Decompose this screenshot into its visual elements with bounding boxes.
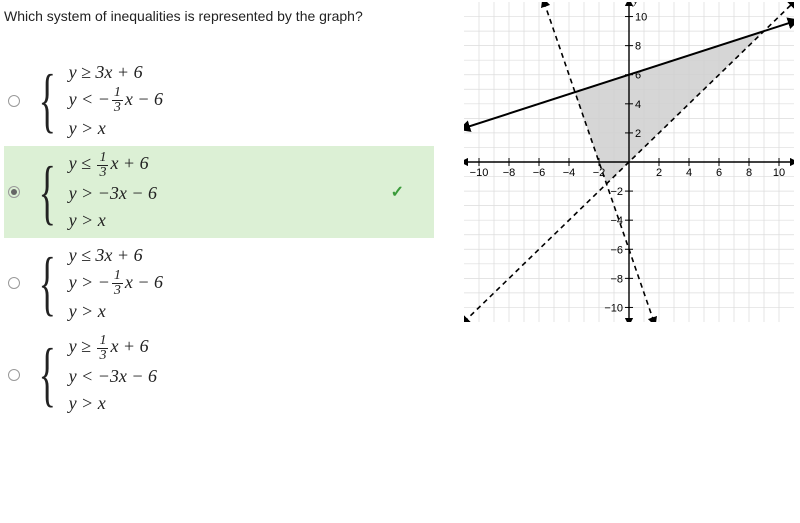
question-text: Which system of inequalities is represen… [4,8,363,24]
equation-row: y > x [69,298,163,325]
equation-set: y ≤ 3x + 6y > −13x − 6y > x [69,242,163,325]
equation-row: y ≥ 13x + 6 [69,333,157,362]
equation-row: y > −13x − 6 [69,269,163,298]
answer-option[interactable]: {y ≥ 3x + 6y < −13x − 6y > x [4,55,434,146]
svg-text:6: 6 [716,167,722,179]
svg-text:8: 8 [746,167,752,179]
equation-set: y ≥ 13x + 6y < −3x − 6y > x [69,333,157,416]
answer-option[interactable]: {y ≤ 13x + 6y > −3x − 6y > x✓ [4,146,434,237]
equation-row: y < −13x − 6 [69,86,163,115]
svg-text:−6: −6 [533,167,546,179]
svg-text:4: 4 [686,167,692,179]
equation-row: y ≤ 13x + 6 [69,150,157,179]
svg-text:−4: −4 [563,167,576,179]
svg-text:−8: −8 [503,167,516,179]
svg-text:−8: −8 [610,273,623,285]
brace-icon: { [39,342,56,407]
equation-row: y > x [69,390,157,417]
svg-text:2: 2 [656,167,662,179]
svg-text:−10: −10 [470,167,489,179]
brace-icon: { [39,68,56,133]
answer-option[interactable]: {y ≥ 13x + 6y < −3x − 6y > x [4,329,434,420]
equation-row: y ≤ 3x + 6 [69,242,163,269]
svg-text:4: 4 [635,99,641,111]
brace-icon: { [39,160,56,225]
radio-button[interactable] [8,277,20,289]
equation-row: y > −3x − 6 [69,180,157,207]
radio-button[interactable] [8,186,20,198]
equation-set: y ≤ 13x + 6y > −3x − 6y > x [69,150,157,233]
answer-option[interactable]: {y ≤ 3x + 6y > −13x − 6y > x [4,238,434,329]
checkmark-icon: ✓ [391,182,404,202]
svg-text:10: 10 [635,12,647,24]
svg-text:−6: −6 [610,244,623,256]
brace-icon: { [39,251,56,316]
equation-row: y < −3x − 6 [69,363,157,390]
inequality-graph: −10−8−6−4−2246810−10−8−6−4−2246810xy [464,2,794,322]
svg-text:10: 10 [773,167,785,179]
svg-text:2: 2 [635,128,641,140]
svg-text:−10: −10 [604,302,623,314]
equation-row: y > x [69,207,157,234]
radio-button[interactable] [8,369,20,381]
radio-button[interactable] [8,95,20,107]
equation-row: y > x [69,115,163,142]
equation-set: y ≥ 3x + 6y < −13x − 6y > x [69,59,163,142]
svg-text:y: y [632,2,639,7]
svg-text:−2: −2 [610,186,623,198]
equation-row: y ≥ 3x + 6 [69,59,163,86]
svg-text:8: 8 [635,41,641,53]
options-list: {y ≥ 3x + 6y < −13x − 6y > x{y ≤ 13x + 6… [4,55,434,421]
